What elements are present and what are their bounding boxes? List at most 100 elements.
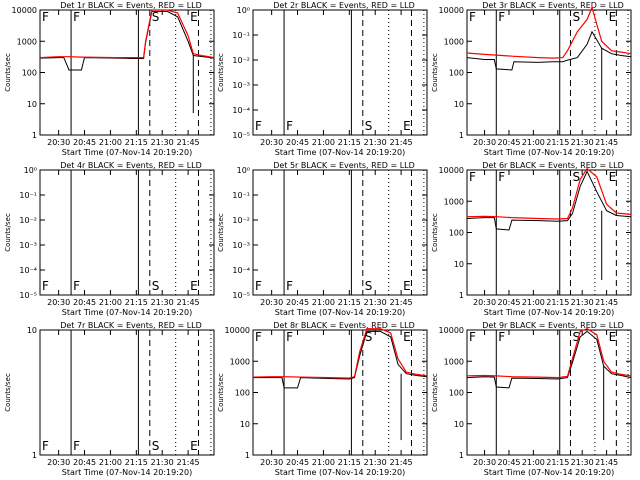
x-tick-label: 21:30 — [151, 138, 174, 147]
panel-det2: Det 2r BLACK = Events, RED = LLD 10⁻⁵ 10⁻⁴… — [217, 1, 428, 157]
x-tick-label: 20:30 — [47, 458, 70, 467]
panel-det4: Det 4r BLACK = Events, RED = LLD 10⁻⁵ 10⁻⁴… — [4, 161, 215, 317]
y-tick-label: 100 — [22, 69, 37, 78]
panel-title: Det 5r BLACK = Events, RED = LLD — [273, 161, 415, 170]
x-tick-label: 21:00 — [99, 298, 122, 307]
y-tick-label: 10⁻³ — [19, 241, 37, 250]
series-lld — [466, 328, 632, 379]
interval-marker-E: E — [190, 279, 198, 293]
interval-marker-S: S — [365, 119, 373, 133]
y-tick-label: 100 — [449, 389, 464, 398]
y-tick-label: 10⁻² — [232, 56, 250, 65]
y-tick-label: 1000 — [17, 37, 37, 46]
interval-marker-F: F — [42, 279, 49, 293]
interval-marker-E: E — [190, 439, 198, 453]
panel-title: Det 7r BLACK = Events, RED = LLD — [60, 321, 202, 330]
x-tick-label: 21:30 — [364, 138, 387, 147]
x-tick-label: 21:45 — [595, 298, 618, 307]
series-lld — [466, 167, 632, 220]
x-axis-label: Start Time (07-Nov-14 20:19:20) — [275, 148, 405, 157]
x-tick-label: 20:45 — [286, 138, 309, 147]
y-tick-label: 1 — [32, 131, 37, 140]
x-tick-label: 21:00 — [99, 138, 122, 147]
x-tick-label: 21:00 — [522, 138, 545, 147]
x-tick-label: 20:30 — [260, 458, 283, 467]
x-tick-label: 21:45 — [595, 458, 618, 467]
x-tick-label: 21:15 — [125, 298, 148, 307]
x-tick-label: 21:30 — [151, 458, 174, 467]
interval-marker-S: S — [152, 10, 160, 24]
y-tick-label: 10⁻² — [232, 216, 250, 225]
y-tick-label: 10⁻² — [19, 216, 37, 225]
x-axis-label: Start Time (07-Nov-14 20:19:20) — [275, 468, 405, 477]
interval-marker-S: S — [365, 330, 373, 344]
y-tick-label: 100 — [449, 69, 464, 78]
plot-frame — [252, 169, 428, 296]
plot-frame — [466, 329, 632, 456]
y-tick-label: 1 — [245, 451, 250, 460]
interval-marker-F: F — [73, 279, 80, 293]
y-axis-label: Counts/sec — [4, 53, 12, 92]
y-tick-label: 100 — [449, 229, 464, 238]
x-axis-label: Start Time (07-Nov-14 20:19:20) — [275, 308, 405, 317]
y-axis-label: Counts/sec — [431, 213, 439, 252]
y-tick-label: 1 — [459, 451, 464, 460]
interval-marker-F: F — [255, 330, 262, 344]
panel-title: Det 1r BLACK = Events, RED = LLD — [60, 1, 202, 10]
plot-frame — [466, 9, 632, 136]
series-lld — [466, 5, 632, 59]
interval-marker-F: F — [42, 10, 49, 24]
y-axis-label: Counts/sec — [4, 373, 12, 412]
y-tick-label: 1000 — [444, 357, 464, 366]
panel-title: Det 2r BLACK = Events, RED = LLD — [273, 1, 415, 10]
y-tick-label: 10⁻⁵ — [232, 131, 250, 140]
y-tick-label: 1 — [459, 291, 464, 300]
y-tick-label: 10 — [454, 100, 464, 109]
y-tick-label: 10⁻¹ — [232, 31, 250, 40]
y-tick-label: 10⁰ — [237, 6, 250, 15]
interval-marker-S: S — [572, 170, 580, 184]
panel-det8: Det 8r BLACK = Events, RED = LLD 1 10 100 10… — [217, 321, 428, 477]
plot-frame — [39, 329, 215, 456]
x-tick-label: 21:45 — [177, 298, 200, 307]
y-axis-label: Counts/sec — [4, 213, 12, 252]
series-events — [39, 10, 215, 71]
interval-marker-S: S — [572, 10, 580, 24]
x-tick-label: 21:00 — [312, 458, 335, 467]
x-tick-label: 20:30 — [473, 138, 496, 147]
x-tick-label: 21:45 — [390, 458, 413, 467]
x-tick-label: 21:15 — [338, 298, 361, 307]
interval-marker-E: E — [403, 279, 411, 293]
x-tick-label: 21:30 — [571, 298, 594, 307]
x-tick-label: 20:30 — [47, 298, 70, 307]
x-tick-label: 21:45 — [177, 138, 200, 147]
y-tick-label: 1000 — [444, 37, 464, 46]
y-tick-label: 100 — [235, 389, 250, 398]
interval-marker-F: F — [255, 119, 262, 133]
interval-marker-E: E — [403, 330, 411, 344]
series-events — [466, 30, 632, 71]
x-axis-label: Start Time (07-Nov-14 20:19:20) — [484, 468, 614, 477]
y-tick-label: 10 — [27, 100, 37, 109]
x-axis-label: Start Time (07-Nov-14 20:19:20) — [484, 148, 614, 157]
interval-marker-F: F — [42, 439, 49, 453]
interval-marker-F: F — [255, 279, 262, 293]
y-axis-label: Counts/sec — [217, 53, 225, 92]
x-tick-label: 21:00 — [312, 138, 335, 147]
interval-marker-S: S — [365, 279, 373, 293]
interval-marker-S: S — [572, 330, 580, 344]
interval-marker-F: F — [286, 330, 293, 344]
plot-frame — [252, 9, 428, 136]
x-tick-label: 20:30 — [473, 298, 496, 307]
y-tick-label: 10 — [454, 420, 464, 429]
y-tick-label: 10000 — [439, 326, 464, 335]
x-tick-label: 21:45 — [177, 458, 200, 467]
series-events — [253, 330, 428, 389]
panel-det6: Det 6r BLACK = Events, RED = LLD 1 10 100 10… — [431, 161, 632, 317]
panel-title: Det 6r BLACK = Events, RED = LLD — [482, 161, 624, 170]
y-tick-label: 10⁻⁴ — [232, 266, 250, 275]
y-tick-label: 10⁻⁵ — [19, 291, 37, 300]
panel-det5: Det 5r BLACK = Events, RED = LLD 10⁻⁵ 10⁻⁴… — [217, 161, 428, 317]
y-tick-label: 1000 — [230, 357, 250, 366]
y-tick-label: 10⁰ — [24, 166, 37, 175]
